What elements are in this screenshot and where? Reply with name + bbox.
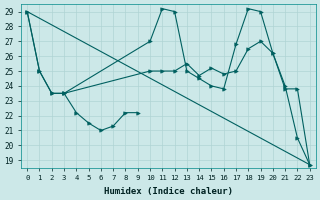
X-axis label: Humidex (Indice chaleur): Humidex (Indice chaleur) xyxy=(104,187,233,196)
